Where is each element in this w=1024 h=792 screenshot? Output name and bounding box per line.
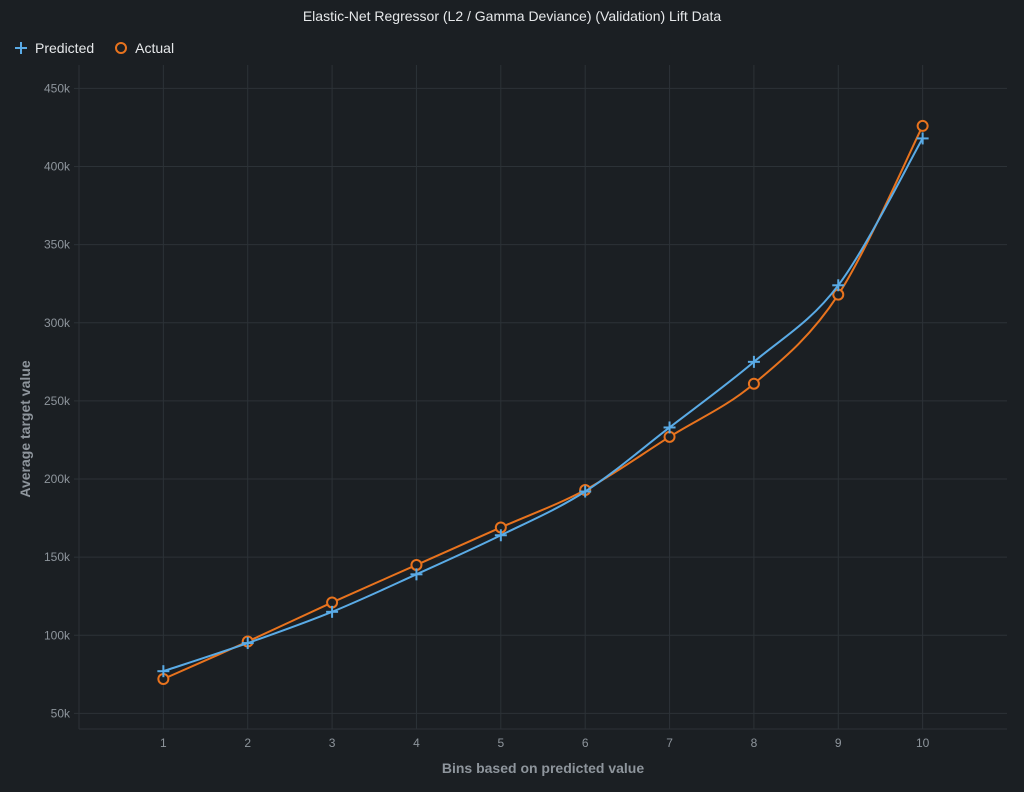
x-tick-label: 7 bbox=[666, 736, 673, 750]
y-tick-label: 300k bbox=[44, 316, 71, 330]
data-point-predicted[interactable] bbox=[579, 485, 592, 498]
x-tick-label: 3 bbox=[329, 736, 336, 750]
x-tick-label: 6 bbox=[582, 736, 589, 750]
series-predicted bbox=[157, 132, 929, 678]
data-point-actual[interactable] bbox=[916, 119, 929, 132]
y-tick-label: 200k bbox=[44, 472, 71, 486]
circle-marker-icon bbox=[115, 42, 128, 54]
legend-item-predicted[interactable]: Predicted bbox=[14, 40, 94, 56]
legend: Predicted Actual bbox=[14, 40, 194, 56]
series-line-predicted bbox=[163, 137, 924, 673]
series-actual bbox=[157, 119, 929, 686]
y-axis-ticks: 50k 100k 150k 200k 250k 300k 350k 400k 450k bbox=[44, 81, 79, 720]
data-point-predicted[interactable] bbox=[916, 132, 929, 145]
grid bbox=[78, 65, 1007, 730]
data-point-predicted[interactable] bbox=[832, 279, 845, 292]
x-axis-title: Bins based on predicted value bbox=[442, 760, 644, 776]
data-point-predicted[interactable] bbox=[241, 637, 254, 650]
x-tick-label: 8 bbox=[751, 736, 758, 750]
y-tick-label: 400k bbox=[44, 160, 71, 174]
data-point-predicted[interactable] bbox=[326, 605, 339, 618]
x-tick-label: 4 bbox=[413, 736, 420, 750]
data-point-actual[interactable] bbox=[747, 377, 760, 390]
y-tick-label: 250k bbox=[44, 394, 71, 408]
chart-title: Elastic-Net Regressor (L2 / Gamma Devian… bbox=[302, 8, 722, 24]
data-point-predicted[interactable] bbox=[494, 529, 507, 542]
data-point-predicted[interactable] bbox=[663, 421, 676, 434]
series-line-actual bbox=[162, 125, 924, 680]
series bbox=[157, 119, 929, 686]
y-tick-label: 100k bbox=[44, 628, 71, 642]
y-tick-label: 450k bbox=[44, 81, 71, 95]
x-axis-ticks: 1 2 3 4 5 6 7 8 9 10 bbox=[160, 736, 930, 750]
y-tick-label: 350k bbox=[44, 238, 71, 252]
x-tick-label: 5 bbox=[497, 736, 504, 750]
data-point-predicted[interactable] bbox=[410, 568, 423, 581]
y-axis-title: Average target value bbox=[17, 360, 33, 497]
legend-label-actual: Actual bbox=[135, 40, 175, 56]
x-tick-label: 1 bbox=[160, 736, 167, 750]
y-tick-label: 150k bbox=[44, 550, 71, 564]
data-point-predicted[interactable] bbox=[747, 355, 760, 368]
legend-item-actual[interactable]: Actual bbox=[114, 40, 174, 56]
legend-label-predicted: Predicted bbox=[35, 40, 95, 56]
plus-marker-icon bbox=[15, 42, 27, 54]
y-tick-label: 50k bbox=[51, 706, 71, 720]
x-tick-label: 10 bbox=[916, 736, 930, 750]
x-tick-label: 9 bbox=[835, 736, 842, 750]
data-point-predicted[interactable] bbox=[157, 665, 170, 678]
x-tick-label: 2 bbox=[244, 736, 251, 750]
